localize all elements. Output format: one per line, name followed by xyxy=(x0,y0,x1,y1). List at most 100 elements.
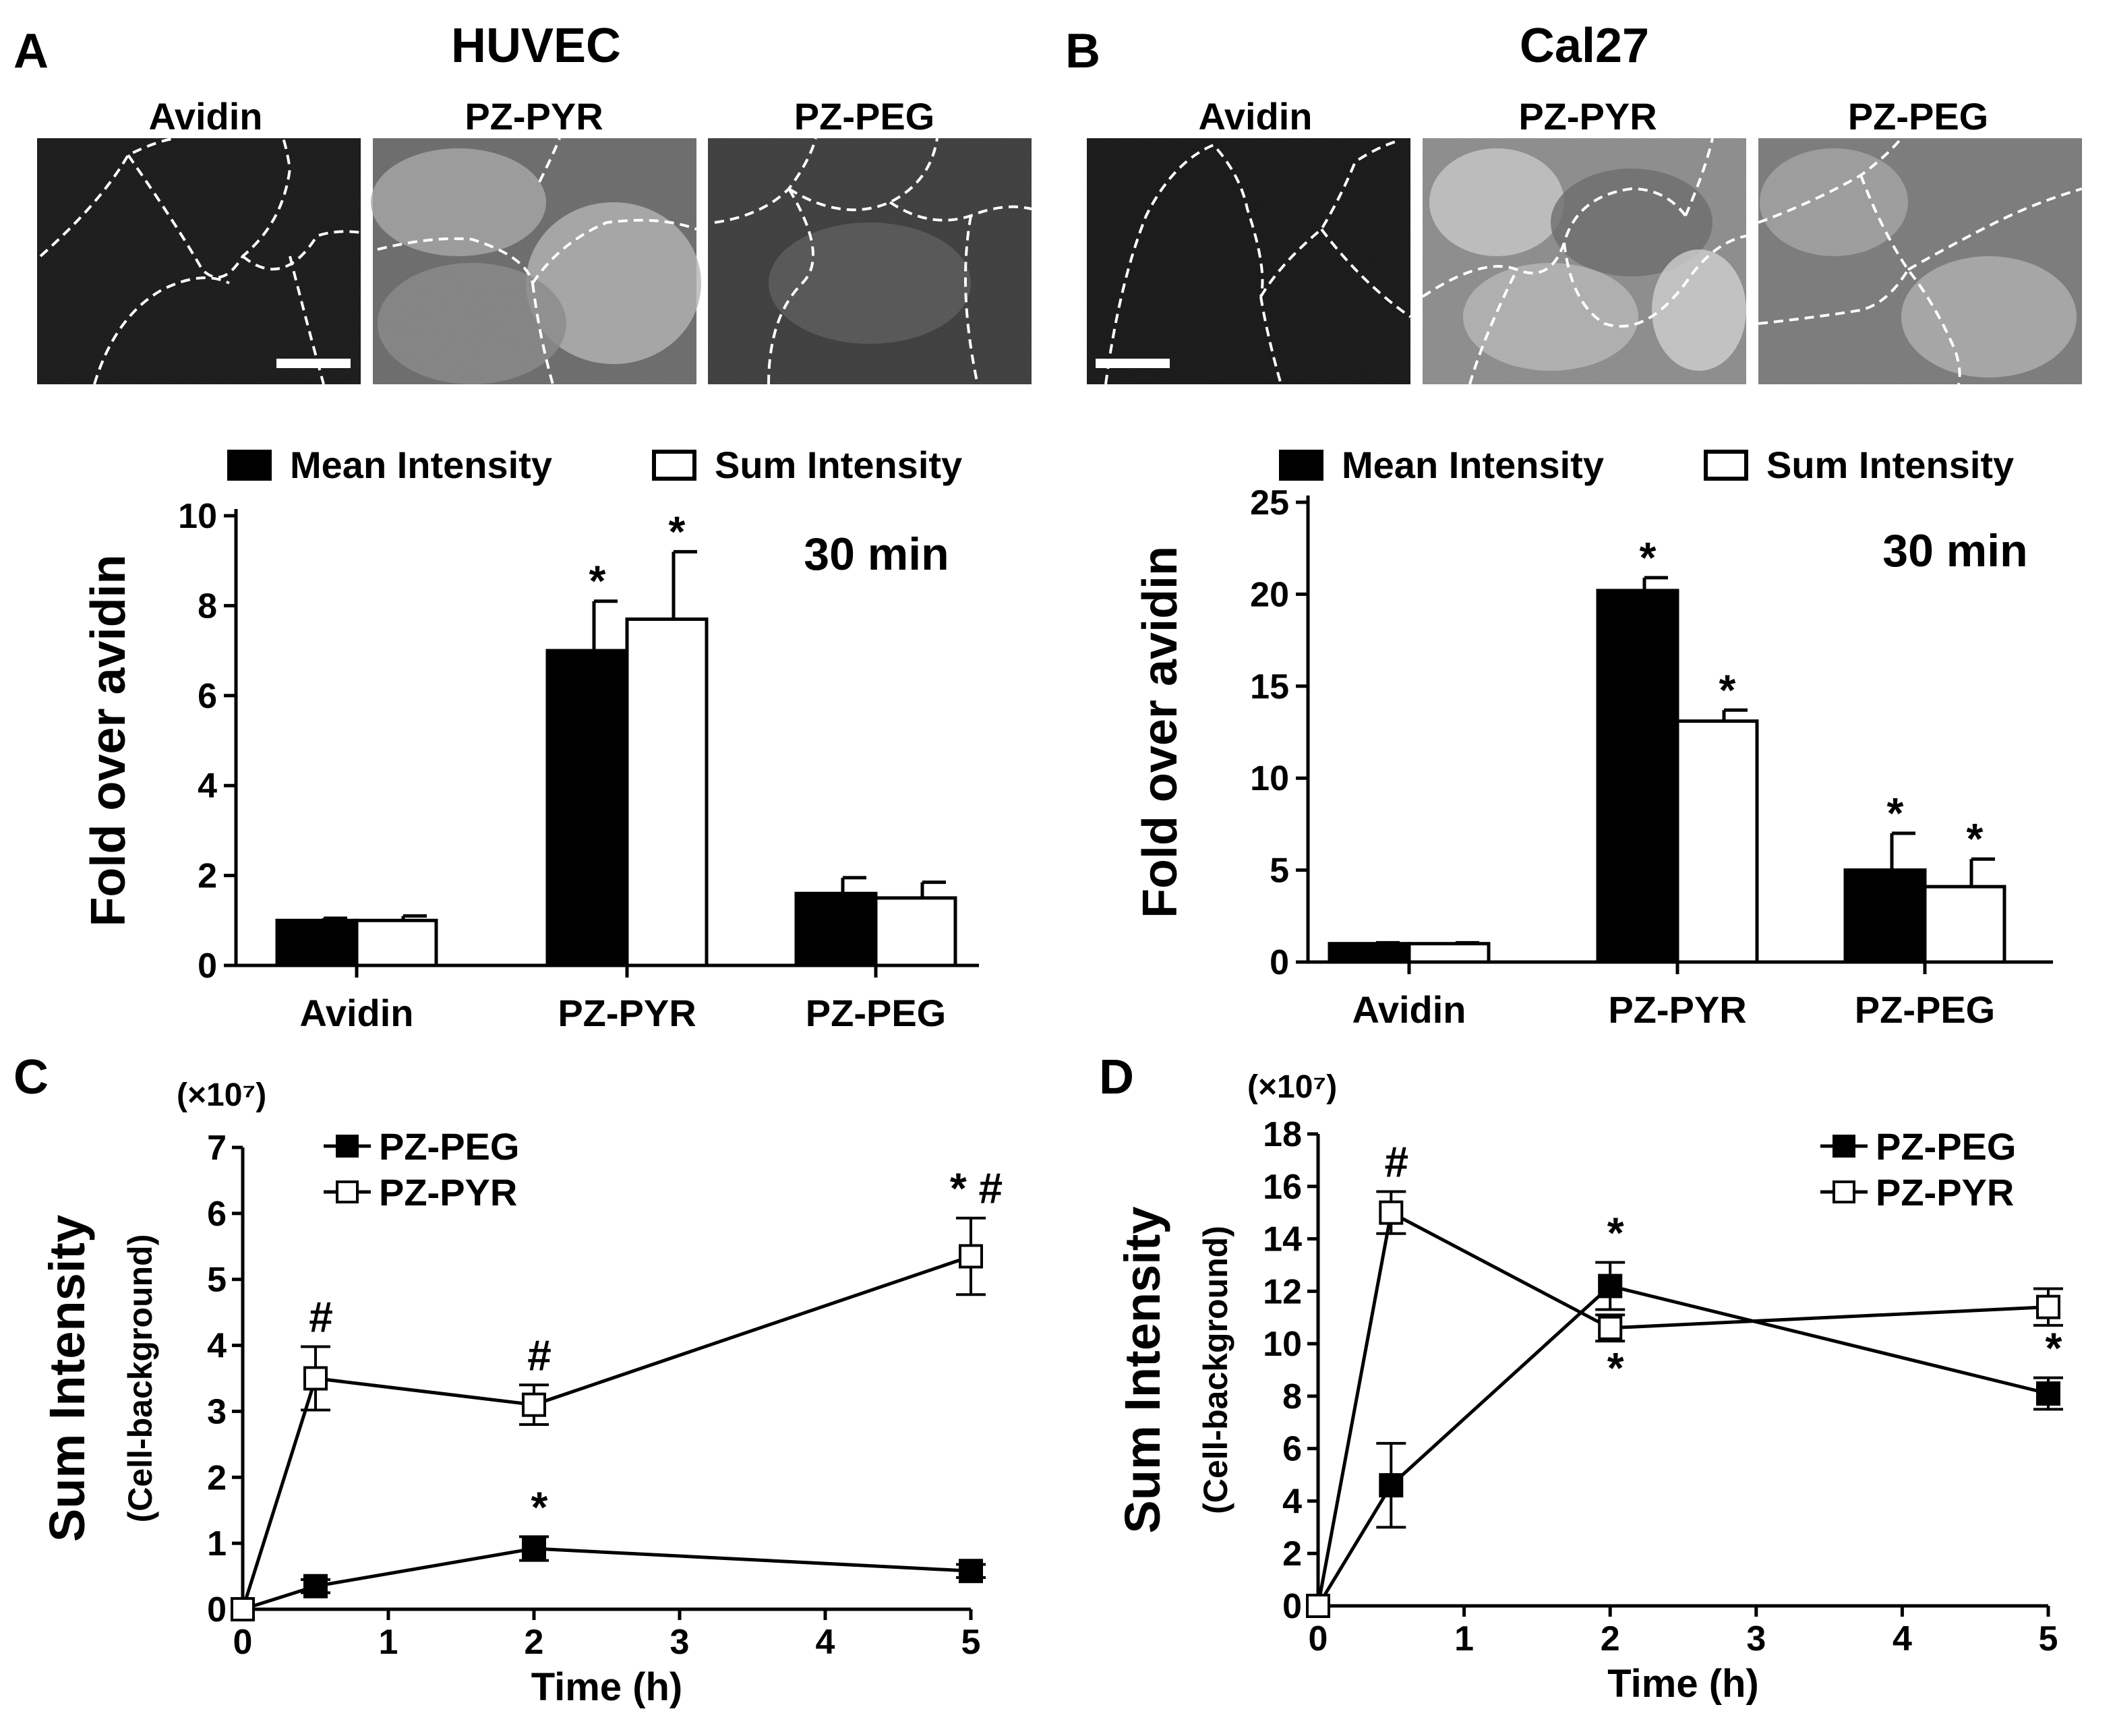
panel-title-cal27: Cal27 xyxy=(1520,19,1649,73)
y-tick-label: 25 xyxy=(1250,483,1289,522)
micrograph-a-avidin xyxy=(37,137,361,385)
image-label-a-pzpyr: PZ-PYR xyxy=(465,95,603,138)
bar-chart-huvec: 0 2 4 6 8 10 Fold over avidin Avidin PZ-PYR * * PZ-… xyxy=(82,444,979,1034)
x-axis-label: Time (h) xyxy=(531,1665,683,1709)
bar-chart-cal27: 0 5 10 15 20 25 Fold over avidin Avidin PZ-PYR * *… xyxy=(1133,444,2053,1031)
bar xyxy=(275,918,359,967)
bar xyxy=(874,896,957,967)
significance-mark: * xyxy=(2046,1324,2062,1373)
series-line xyxy=(241,1255,972,1610)
y-tick-label: 18 xyxy=(1263,1115,1302,1154)
y-tick-label: 0 xyxy=(207,1590,227,1629)
significance-mark: * xyxy=(589,557,606,605)
bar xyxy=(1328,942,1411,964)
y-axis-label: Sum Intensity xyxy=(39,1215,95,1542)
legend-label: PZ-PEG xyxy=(1876,1125,2016,1168)
panel-letter-a: A xyxy=(13,24,49,78)
legend-swatch xyxy=(1279,450,1323,481)
y-tick-label: 2 xyxy=(1282,1534,1302,1574)
data-point xyxy=(303,1574,328,1598)
image-label-a-pzpeg: PZ-PEG xyxy=(794,95,934,138)
data-point xyxy=(1306,1594,1330,1618)
x-tick-label: 5 xyxy=(961,1623,981,1662)
series-line xyxy=(242,1547,972,1611)
significance-mark: * xyxy=(1640,533,1657,582)
legend-label: Mean Intensity xyxy=(290,444,552,486)
bar xyxy=(794,891,878,967)
bar xyxy=(1843,868,1927,964)
legend-marker xyxy=(1833,1180,1855,1203)
y-tick-label: 8 xyxy=(198,587,217,626)
legend-label: PZ-PYR xyxy=(1876,1171,2014,1214)
panel-title-huvec: HUVEC xyxy=(451,19,621,73)
data-point xyxy=(959,1559,983,1584)
y-tick-label: 7 xyxy=(207,1129,227,1168)
significance-mark: * xyxy=(1607,1344,1624,1392)
x-tick-label: Avidin xyxy=(299,992,413,1034)
y-tick-label: 3 xyxy=(207,1392,227,1431)
x-tick-label: PZ-PEG xyxy=(1855,988,1995,1031)
image-label-b-avidin: Avidin xyxy=(1198,95,1312,138)
micrograph-b-pzpyr xyxy=(1421,138,1747,385)
y-tick-label: 0 xyxy=(1282,1587,1302,1626)
legend-marker xyxy=(336,1135,359,1158)
x-tick-label: 0 xyxy=(1309,1619,1328,1658)
y-axis-sublabel: (Cell-background) xyxy=(1197,1226,1234,1514)
y-tick-label: 0 xyxy=(198,947,217,986)
y-axis-sublabel: (Cell-background) xyxy=(121,1234,159,1523)
y-tick-label: 6 xyxy=(198,677,217,716)
bar xyxy=(1596,589,1679,964)
x-axis-label: Time (h) xyxy=(1607,1662,1759,1706)
y-tick-label: 16 xyxy=(1263,1168,1302,1207)
significance-mark: * xyxy=(531,1483,548,1531)
y-tick-label: 6 xyxy=(207,1195,227,1234)
image-label-a-avidin: Avidin xyxy=(148,95,262,138)
x-tick-label: 1 xyxy=(1454,1619,1474,1658)
series-line xyxy=(1316,1209,2049,1607)
legend-swatch xyxy=(227,450,272,481)
significance-mark: * xyxy=(669,507,686,556)
legend-marker xyxy=(336,1180,359,1203)
y-tick-label: 14 xyxy=(1263,1220,1302,1259)
y-tick-label: 4 xyxy=(1282,1482,1302,1521)
y-tick-label: 10 xyxy=(1263,1325,1302,1364)
y-tick-label: 2 xyxy=(207,1458,227,1497)
bar xyxy=(625,617,709,967)
significance-mark: * xyxy=(1887,789,1904,837)
micrograph-b-avidin xyxy=(1087,138,1412,385)
y-tick-label: 20 xyxy=(1250,575,1289,614)
legend-label: Mean Intensity xyxy=(1342,444,1604,486)
panel-letter-d: D xyxy=(1099,1050,1134,1104)
legend-swatch xyxy=(652,450,696,481)
axis-multiplier: (×10⁷) xyxy=(177,1077,266,1113)
data-point xyxy=(1379,1473,1404,1498)
axis-multiplier: (×10⁷) xyxy=(1247,1069,1337,1105)
significance-mark: * xyxy=(1607,1209,1624,1257)
bar xyxy=(1407,942,1491,964)
legend-label: PZ-PYR xyxy=(379,1171,517,1214)
micrograph-a-pzpyr xyxy=(371,138,701,385)
y-axis-label: Fold over avidin xyxy=(82,554,136,926)
y-tick-label: 1 xyxy=(207,1524,227,1563)
x-tick-label: Avidin xyxy=(1352,988,1466,1031)
micrograph-a-pzpeg xyxy=(708,138,1032,385)
x-tick-label: PZ-PYR xyxy=(1608,988,1746,1031)
significance-mark: * xyxy=(1967,814,1984,863)
y-tick-label: 5 xyxy=(1270,851,1289,891)
significance-mark: # xyxy=(1385,1138,1409,1187)
significance-mark: # xyxy=(309,1293,333,1342)
data-point xyxy=(2036,1381,2060,1406)
data-point xyxy=(303,1366,328,1391)
y-tick-label: 0 xyxy=(1270,943,1289,982)
series-line xyxy=(1316,1284,2049,1607)
significance-mark: # xyxy=(527,1331,552,1379)
significance-mark: * # xyxy=(950,1164,1003,1213)
y-tick-label: 8 xyxy=(1282,1377,1302,1416)
legend-label: PZ-PEG xyxy=(379,1125,519,1168)
x-tick-label: 3 xyxy=(1746,1619,1766,1658)
time-annotation: 30 min xyxy=(1882,525,2027,576)
y-tick-label: 5 xyxy=(207,1261,227,1300)
data-point xyxy=(522,1392,546,1417)
